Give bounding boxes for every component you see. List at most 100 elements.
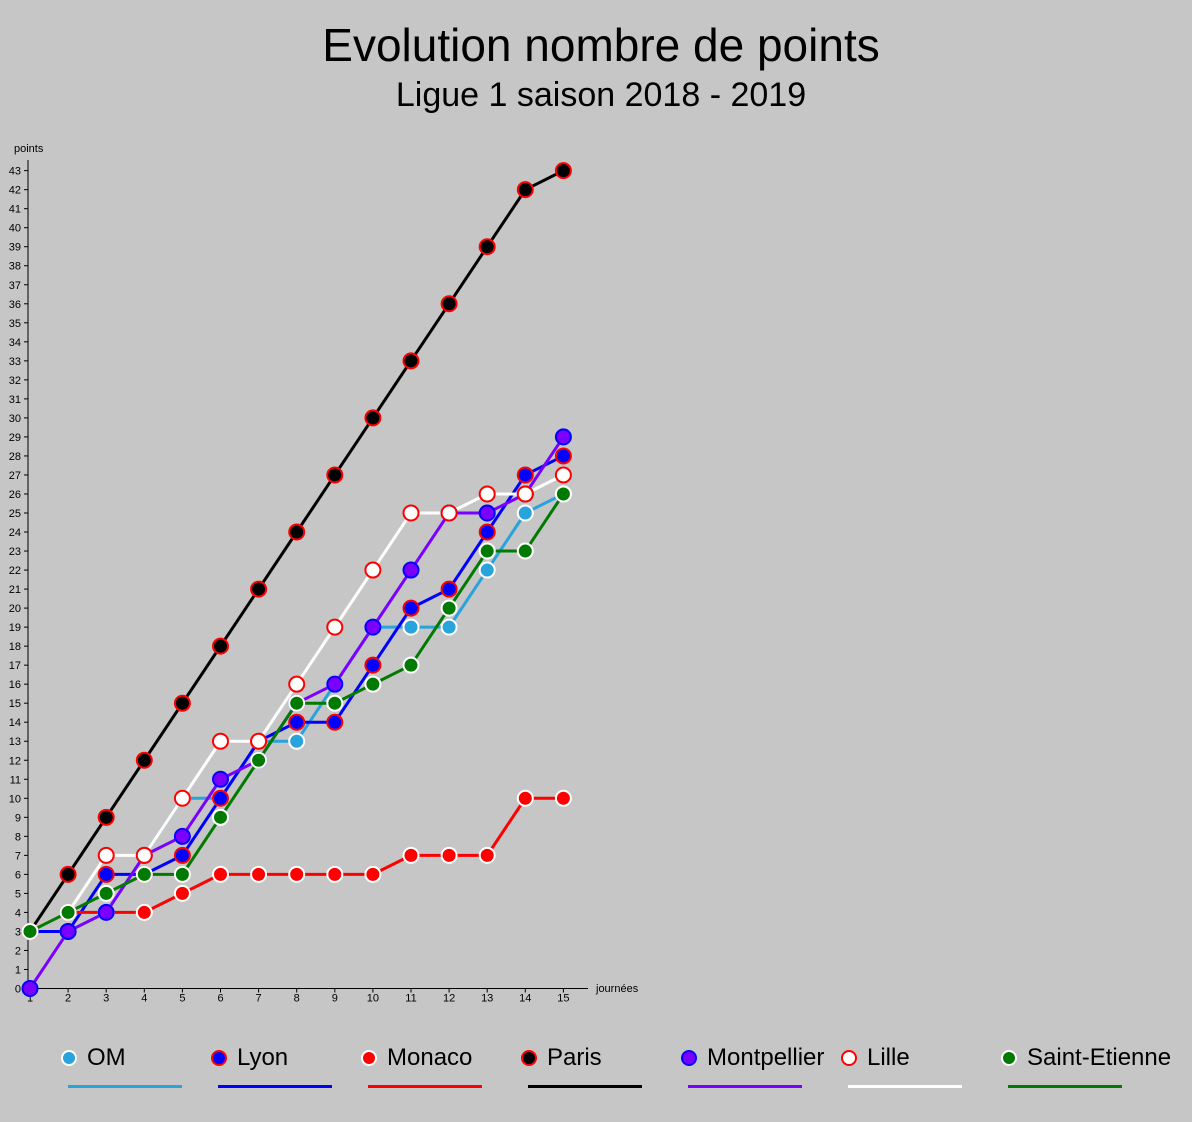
y-tick-label: 41 — [9, 204, 21, 216]
legend-line-swatch — [1008, 1085, 1122, 1088]
data-point-lyon — [402, 599, 420, 617]
data-point-monaco — [288, 865, 306, 883]
data-point-paris — [440, 295, 458, 313]
data-point-paris — [250, 580, 268, 598]
data-point-lyon — [516, 466, 534, 484]
y-tick-label: 30 — [9, 413, 21, 425]
y-tick-label: 6 — [15, 869, 21, 881]
data-point-lyon — [326, 713, 344, 731]
data-point-paris — [326, 466, 344, 484]
data-point-paris — [135, 751, 153, 769]
y-tick-label: 29 — [9, 432, 21, 444]
y-tick-label: 17 — [9, 660, 21, 672]
x-tick-label: 10 — [367, 993, 379, 1005]
y-tick-label: 1 — [15, 964, 21, 976]
y-tick-label: 19 — [9, 622, 21, 634]
data-point-paris — [402, 352, 420, 370]
legend-marker — [681, 1050, 697, 1066]
data-point-saint-etienne — [440, 599, 458, 617]
x-tick-label: 7 — [256, 993, 262, 1005]
y-tick-label: 26 — [9, 489, 21, 501]
data-point-monaco — [554, 789, 572, 807]
legend-label: Montpellier — [707, 1044, 825, 1071]
data-point-lille — [173, 789, 191, 807]
data-point-saint-etienne — [288, 694, 306, 712]
data-point-paris — [554, 162, 572, 180]
data-point-lille — [516, 485, 534, 503]
legend-label: Lyon — [237, 1044, 289, 1071]
data-point-monaco — [135, 903, 153, 921]
y-tick-label: 10 — [9, 793, 21, 805]
data-point-om — [516, 504, 534, 522]
data-point-lille — [478, 485, 496, 503]
legend-line-swatch — [848, 1085, 962, 1088]
data-point-saint-etienne — [516, 542, 534, 560]
y-tick-label: 15 — [9, 698, 21, 710]
y-tick-label: 9 — [15, 812, 21, 824]
y-tick-label: 18 — [9, 641, 21, 653]
x-tick-label: 2 — [65, 993, 71, 1005]
data-point-lille — [212, 732, 229, 750]
data-point-monaco — [173, 884, 191, 902]
data-point-paris — [364, 409, 382, 427]
y-tick-label: 43 — [9, 166, 21, 178]
data-point-saint-etienne — [554, 485, 572, 503]
y-tick-label: 5 — [15, 888, 21, 900]
data-point-montpellier — [97, 903, 115, 921]
data-point-om — [288, 732, 306, 750]
data-point-lyon — [364, 656, 382, 674]
data-point-lyon — [173, 846, 191, 864]
x-axis-label: journées — [595, 983, 639, 995]
data-point-saint-etienne — [326, 694, 344, 712]
legend-label: OM — [87, 1044, 126, 1071]
data-point-lille — [135, 846, 153, 864]
x-tick-label: 15 — [557, 993, 569, 1005]
x-tick-label: 3 — [103, 993, 109, 1005]
legend-line-swatch — [688, 1085, 802, 1088]
data-point-lyon — [554, 447, 572, 465]
data-point-lyon — [288, 713, 306, 731]
y-tick-label: 16 — [9, 679, 21, 691]
legend-marker — [521, 1050, 537, 1066]
y-tick-label: 25 — [9, 508, 21, 520]
data-point-montpellier — [59, 922, 77, 940]
y-tick-label: 2 — [15, 945, 21, 957]
data-point-monaco — [364, 865, 382, 883]
data-point-saint-etienne — [21, 922, 39, 940]
data-point-monaco — [250, 865, 268, 883]
y-tick-label: 27 — [9, 470, 21, 482]
legend-label: Lille — [867, 1044, 910, 1071]
data-point-montpellier — [554, 428, 572, 446]
data-point-saint-etienne — [173, 865, 191, 883]
legend-line-swatch — [528, 1085, 642, 1088]
data-point-montpellier — [364, 618, 382, 636]
data-point-monaco — [212, 865, 229, 883]
legend-line-swatch — [368, 1085, 482, 1088]
data-point-lille — [288, 675, 306, 693]
y-tick-label: 34 — [9, 337, 21, 349]
data-point-monaco — [478, 846, 496, 864]
series-points — [21, 162, 572, 997]
data-point-montpellier — [478, 504, 496, 522]
data-point-lyon — [212, 789, 229, 807]
data-point-saint-etienne — [135, 865, 153, 883]
line-chart: 0123456789101112131415161718192021222324… — [9, 143, 639, 1005]
y-tick-label: 13 — [9, 736, 21, 748]
legend-line-swatch — [68, 1085, 182, 1088]
legend-label: Monaco — [387, 1044, 473, 1071]
x-tick-label: 8 — [294, 993, 300, 1005]
data-point-saint-etienne — [402, 656, 420, 674]
legend-label: Saint-Etienne — [1027, 1044, 1172, 1071]
y-tick-label: 21 — [9, 584, 21, 596]
x-tick-label: 1 — [27, 993, 33, 1005]
data-point-paris — [97, 808, 115, 826]
y-tick-label: 4 — [15, 907, 21, 919]
data-point-montpellier — [173, 827, 191, 845]
data-point-monaco — [440, 846, 458, 864]
data-point-om — [440, 618, 458, 636]
data-point-paris — [478, 238, 496, 256]
data-point-paris — [212, 637, 229, 655]
x-tick-label: 9 — [332, 993, 338, 1005]
data-point-paris — [516, 181, 534, 199]
data-point-saint-etienne — [59, 903, 77, 921]
